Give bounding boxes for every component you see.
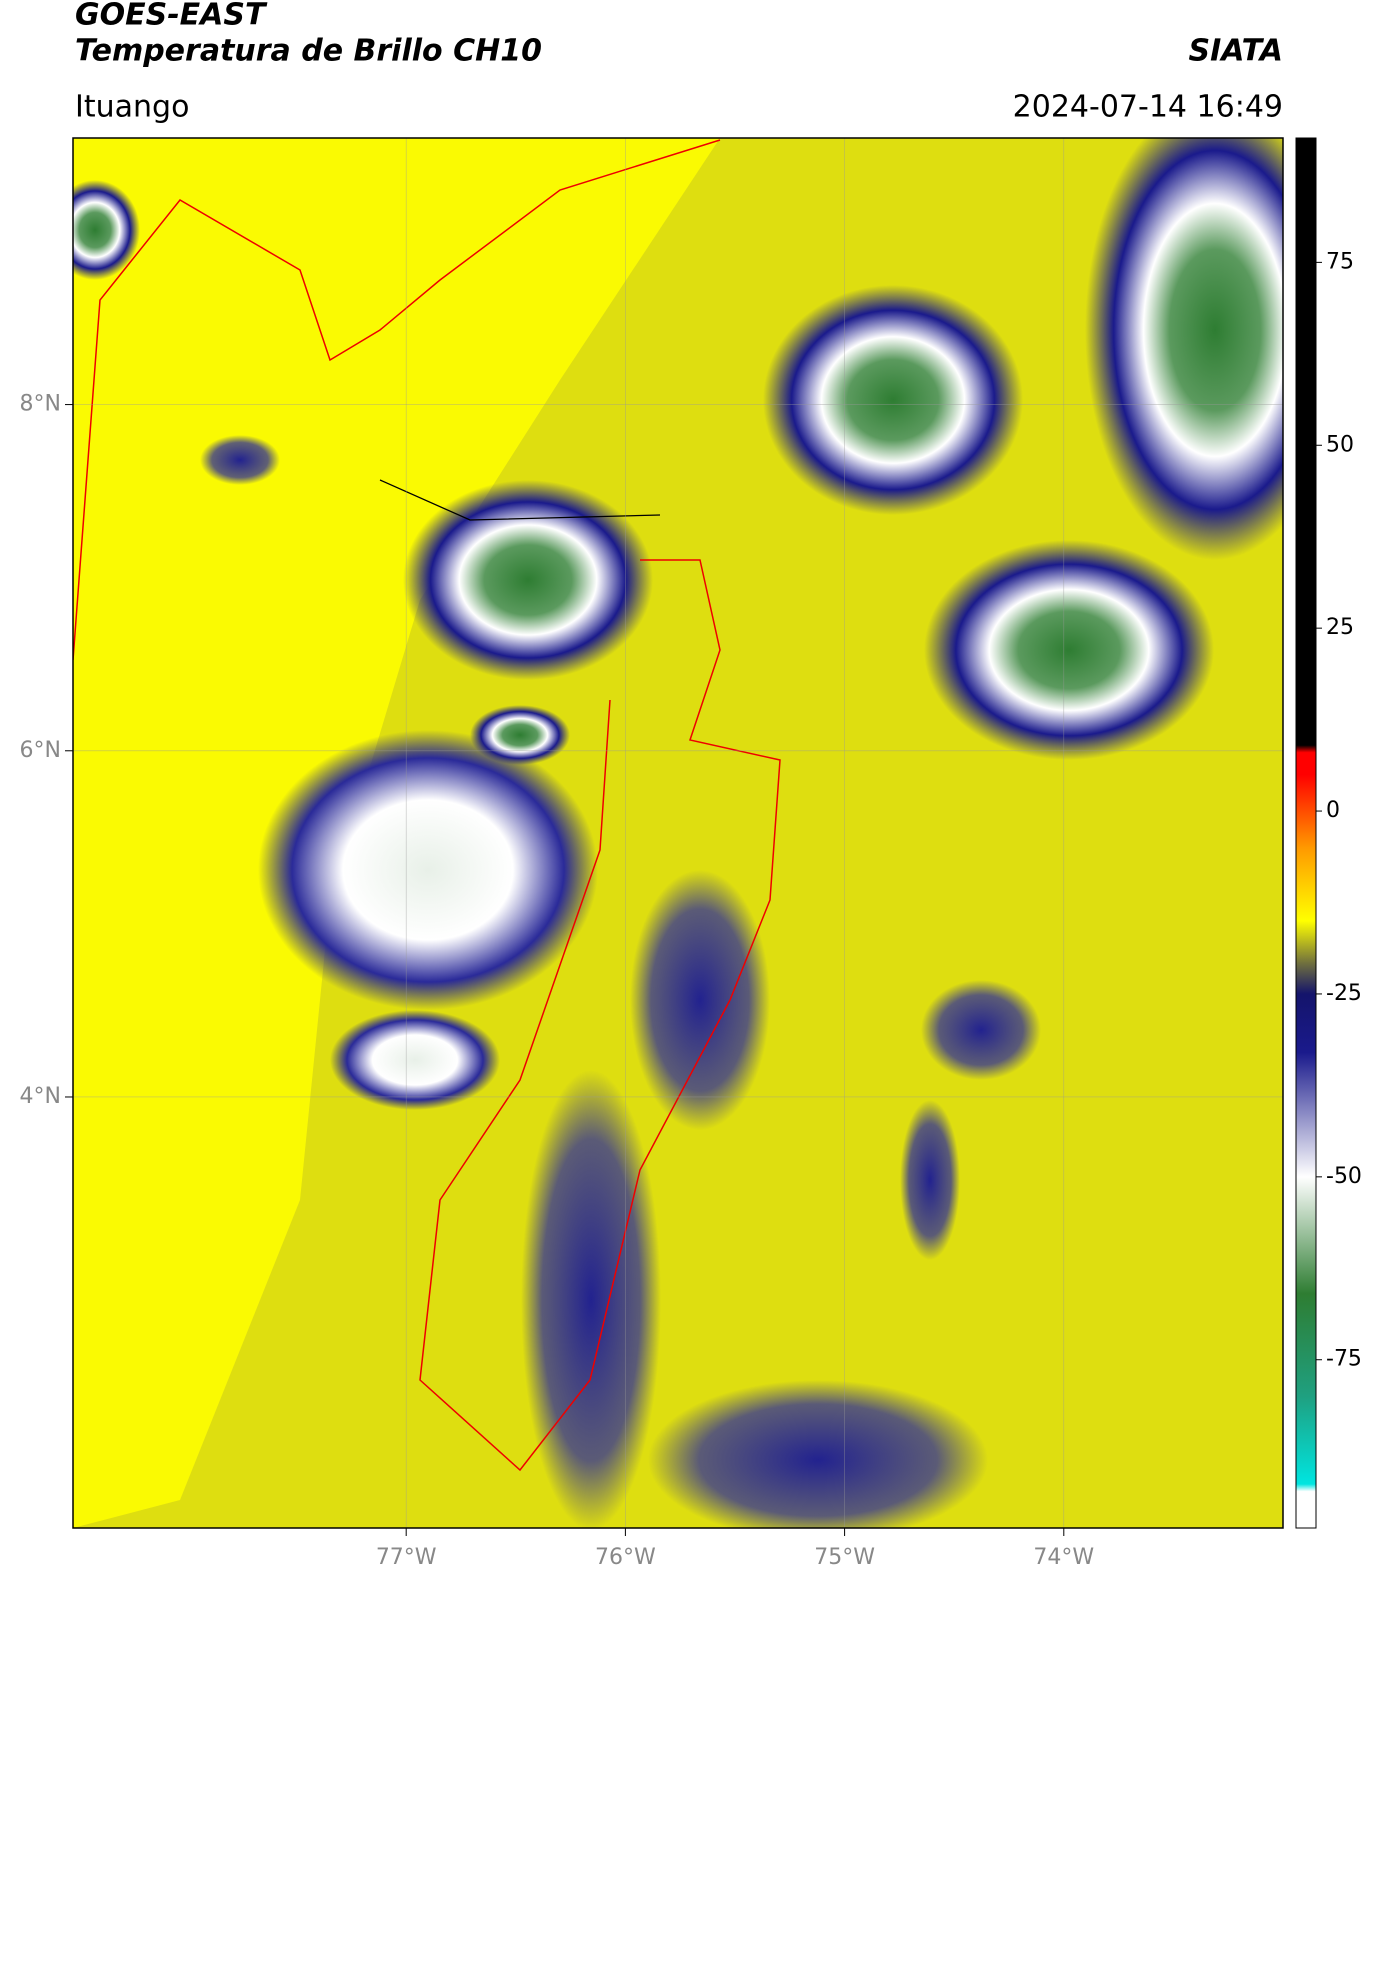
colorbar-tick-label: -50 [1326, 1164, 1362, 1189]
x-tick-label: 77°W [376, 1545, 437, 1570]
y-tick-label: 8°N [20, 392, 61, 417]
y-tick-label: 6°N [20, 738, 61, 763]
colorbar [1295, 137, 1317, 1529]
map [73, 138, 1283, 1528]
colorbar-tick-label: -25 [1326, 981, 1362, 1006]
x-tick-label: 74°W [1033, 1545, 1094, 1570]
y-tick-label: 4°N [20, 1084, 61, 1109]
axes: 77°W 76°W 75°W 74°W 8°N 6°N 4°N 75 50 25 0 -25 -50 -7… [20, 138, 1362, 1570]
region: Ituango [75, 90, 189, 125]
colorbar-tick-label: 0 [1326, 798, 1340, 823]
colorbar-tick-label: 50 [1326, 432, 1354, 457]
datetime: 2024-07-14 16:49 [1013, 90, 1283, 125]
title: GOES-EAST [75, 0, 268, 33]
colorbar-tick-label: -75 [1326, 1347, 1362, 1372]
map-frame [72, 137, 1284, 1529]
colorbar-tick-label: 75 [1326, 249, 1354, 274]
colorbar-tick-label: 25 [1326, 615, 1354, 640]
source: SIATA [1189, 34, 1283, 69]
subtitle: Temperatura de Brillo CH10 [75, 34, 542, 69]
x-tick-label: 76°W [595, 1545, 656, 1570]
x-tick-label: 75°W [814, 1545, 875, 1570]
